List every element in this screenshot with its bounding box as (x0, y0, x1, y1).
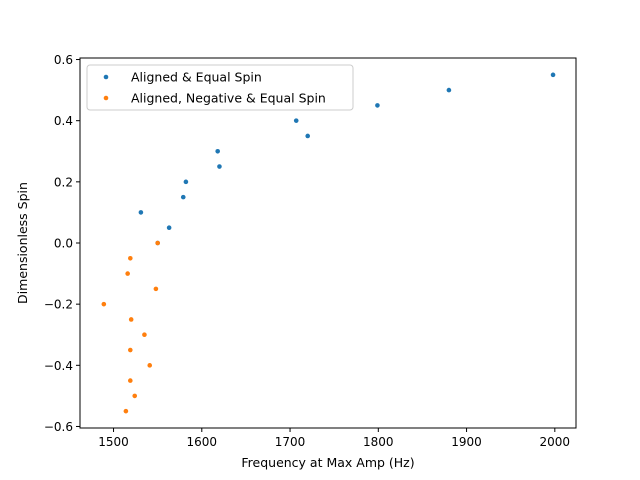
y-tick-label: −0.6 (44, 420, 73, 434)
data-point (142, 332, 147, 338)
data-point (446, 87, 452, 93)
data-point (128, 255, 133, 261)
legend-marker (103, 95, 109, 101)
x-tick-label: 1900 (451, 435, 482, 449)
y-tick-label: 0.6 (54, 53, 73, 67)
x-axis-title: Frequency at Max Amp (Hz) (241, 455, 414, 470)
y-tick-label: 0.2 (54, 175, 73, 189)
series-0-points (138, 72, 556, 246)
data-point (128, 317, 134, 322)
data-point (375, 103, 380, 108)
legend-marker (103, 74, 109, 80)
data-point (138, 210, 144, 215)
legend-entry-label: Aligned & Equal Spin (131, 70, 262, 85)
data-point (132, 393, 138, 399)
y-tick-label: −0.2 (44, 298, 73, 312)
x-tick-label: 2000 (540, 435, 571, 449)
data-point (101, 301, 107, 307)
data-point (215, 148, 220, 154)
data-point (153, 286, 159, 292)
legend-entry-label: Aligned, Negative & Equal Spin (131, 91, 326, 106)
x-tick-label: 1700 (275, 435, 306, 449)
data-point (293, 118, 299, 123)
data-point (147, 363, 153, 368)
y-tick-label: 0.4 (54, 114, 73, 128)
series-1-points (101, 240, 160, 414)
x-tick-label: 1800 (363, 435, 394, 449)
data-points (101, 72, 556, 414)
x-tick-label: 1600 (187, 435, 218, 449)
plot-frame (79, 57, 577, 429)
data-point (155, 240, 160, 246)
legend-box (86, 64, 354, 111)
data-point (550, 72, 556, 78)
data-point (166, 225, 172, 231)
data-point (183, 179, 189, 185)
axis-ticks: 1500 1600 1700 1800 1900 2000 −0.6 −0.4 −0.2 0.0 0… (44, 53, 570, 449)
y-tick-label: 0.0 (54, 237, 73, 251)
data-point (128, 347, 133, 353)
x-tick-label: 1500 (98, 435, 129, 449)
data-point (180, 194, 186, 200)
legend: Aligned & Equal Spin Aligned, Negative & … (86, 64, 354, 111)
data-point (217, 164, 222, 169)
data-point (125, 271, 130, 276)
data-point (305, 133, 311, 139)
data-point (128, 378, 133, 383)
y-axis-title: Dimensionless Spin (15, 182, 30, 304)
y-tick-label: −0.4 (44, 359, 73, 373)
data-point (123, 408, 129, 414)
